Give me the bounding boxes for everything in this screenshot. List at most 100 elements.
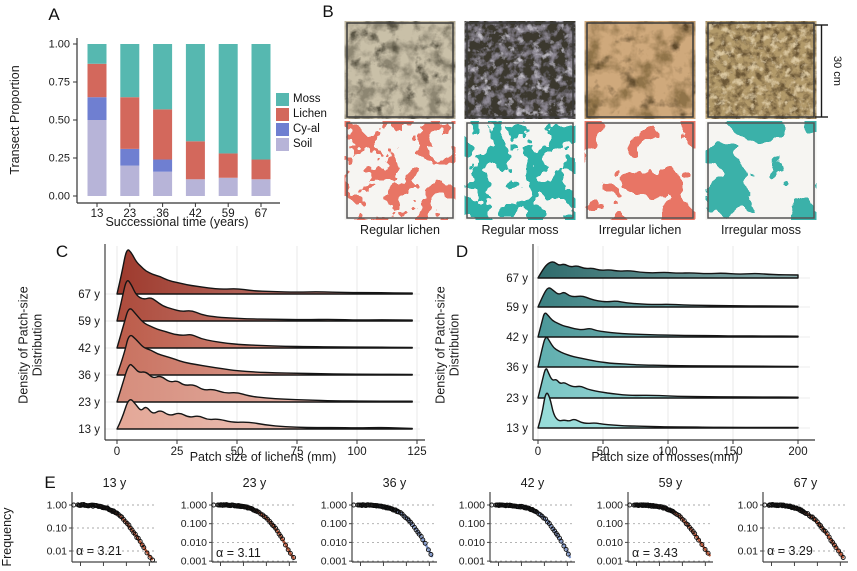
legend-label: Moss (293, 93, 321, 105)
loglog-subplot-67y: 67 y 1.00 0.10 0.01 α = 3.29 (738, 476, 848, 566)
panel-a-y-tick-label: 0.25 (49, 153, 70, 165)
bar-segment-36-soil (153, 171, 173, 196)
y-tick-label: 0.001 (321, 556, 347, 568)
data-point (283, 542, 288, 548)
y-tick-label: 0.010 (181, 537, 207, 549)
data-point (141, 545, 147, 550)
data-point (705, 550, 711, 556)
ridge-row-label: 42 y (506, 332, 528, 344)
panel-a-y-tick-label: 0.00 (49, 191, 70, 203)
bar-segment-36-moss (153, 44, 173, 110)
panel-b-letter: B (322, 2, 334, 21)
photo-regular-lichen (347, 23, 453, 117)
photo-regular-moss (467, 23, 573, 117)
ridge-row-label: 23 y (506, 393, 528, 405)
legend-label: Lichen (293, 108, 327, 120)
y-tick-label: 0.01 (738, 546, 759, 558)
ridge-x-tick-label: 75 (291, 446, 304, 458)
data-point (395, 508, 401, 514)
bar-segment-13-moss (87, 44, 107, 64)
data-point (696, 537, 702, 543)
ridge-13y (537, 392, 799, 429)
subplot-title: 42 y (521, 476, 545, 490)
panel-e-loglog-plots: 13 y 1.00 0.10 0.01 α = 3.21 23 y 1.000 0.100 0.… (47, 476, 848, 568)
data-point (280, 536, 285, 542)
bar-segment-36-lichen (153, 109, 173, 160)
ridge-row-label: 59 y (506, 302, 528, 314)
bar-segment-42-moss (185, 44, 205, 142)
panel-d-y-axis-title: Density of Patch-size Distribution (434, 286, 463, 403)
ridge-row-label: 36 y (78, 370, 100, 382)
subplot-title: 36 y (383, 476, 407, 490)
ridge-59y (537, 287, 799, 308)
data-point (840, 555, 846, 560)
panel-d-y-axis-title-line1: Density of Patch-size (433, 286, 448, 404)
image-borders (346, 22, 815, 219)
data-point (833, 545, 839, 551)
y-tick-label: 0.001 (459, 556, 485, 568)
panel-d-y-axis-title-line2: Distribution (448, 313, 462, 377)
data-point (291, 555, 297, 560)
y-tick-label: 1.000 (181, 500, 207, 512)
bar-segment-23-lichen (120, 97, 140, 149)
y-tick-label: 0.001 (597, 556, 623, 568)
y-tick-label: 1.000 (459, 500, 485, 512)
ridge-67y (116, 249, 413, 295)
y-tick-label: 1.000 (597, 500, 623, 512)
panel-c-y-axis-title: Density of Patch-size Distribution (17, 286, 46, 403)
panel-d-x-axis-title: Patch size of mosses(mm) (591, 450, 739, 464)
data-point (838, 551, 844, 557)
legend-swatch (276, 137, 289, 151)
ridge-x-tick-label: 100 (347, 446, 366, 458)
y-tick-label: 0.01 (47, 546, 68, 558)
caption-regular-lichen: Regular lichen (360, 223, 440, 237)
scale-bar-label: 30 cm (831, 56, 843, 86)
panel-c-y-axis-title-line2: Distribution (31, 313, 45, 377)
panel-d-ridgeline: 67 y 59 y 42 y 36 y 23 y 13 y 0 50 100 150 200 (506, 244, 815, 458)
legend-item-soil: Soil (276, 137, 327, 151)
loglog-subplot-59y: 59 y 1.000 0.100 0.010 0.001 α = 3.43 (597, 476, 713, 568)
data-point (425, 547, 431, 553)
panel-a-y-axis-title: Transect Proportion (8, 65, 22, 175)
data-point (287, 550, 293, 556)
ridge-row-label: 67 y (506, 273, 528, 285)
panel-a-x-tick-label: 23 (123, 208, 136, 220)
photo-irregular-lichen (587, 23, 693, 117)
ridge-row-label: 36 y (506, 362, 528, 374)
y-tick-label: 0.010 (459, 537, 485, 549)
panel-e-y-axis-title: Frequency (0, 507, 14, 567)
fit-line (376, 504, 434, 558)
caption-irregular-lichen: Irregular lichen (598, 223, 682, 237)
loglog-subplot-13y: 13 y 1.00 0.10 0.01 α = 3.21 (47, 476, 157, 566)
data-point (147, 554, 153, 560)
photo-irregular-moss (708, 23, 814, 117)
panel-a-legend: Moss Lichen Cy-al Soil (276, 92, 327, 151)
bar-segment-23-soil (120, 165, 140, 196)
bar-segment-42-lichen (185, 141, 205, 180)
ridge-23y (116, 363, 413, 403)
ridge-row-label: 42 y (78, 343, 100, 355)
subplot-title: 23 y (243, 476, 267, 490)
bar-segment-36-cy-al (153, 159, 173, 172)
data-point (150, 557, 156, 563)
data-point (114, 510, 120, 516)
legend-item-moss: Moss (276, 92, 327, 106)
y-tick-label: 1.00 (47, 500, 68, 512)
ridge-x-tick-label: 50 (231, 446, 244, 458)
ridge-x-tick-label: 150 (723, 446, 742, 458)
data-point (422, 540, 428, 546)
alpha-label: α = 3.43 (632, 546, 678, 560)
y-tick-label: 0.10 (47, 523, 68, 535)
caption-irregular-moss: Irregular moss (721, 223, 801, 237)
bar-segment-67-lichen (251, 159, 271, 180)
panel-c-x-axis-title: Patch size of lichens (mm) (189, 450, 337, 464)
bar-segment-42-soil (185, 179, 205, 196)
loglog-subplot-36y: 36 y 1.000 0.100 0.010 0.001 (321, 476, 437, 568)
panel-c-ridgeline: 67 y 59 y 42 y 36 y 23 y 13 y 0 25 50 75 100 125 (78, 244, 427, 458)
data-point (285, 547, 291, 553)
bar-segment-13-lichen (87, 63, 107, 98)
ridge-13y (116, 399, 413, 430)
y-tick-label: 1.000 (321, 500, 347, 512)
bar-segment-13-cy-al (87, 97, 107, 120)
